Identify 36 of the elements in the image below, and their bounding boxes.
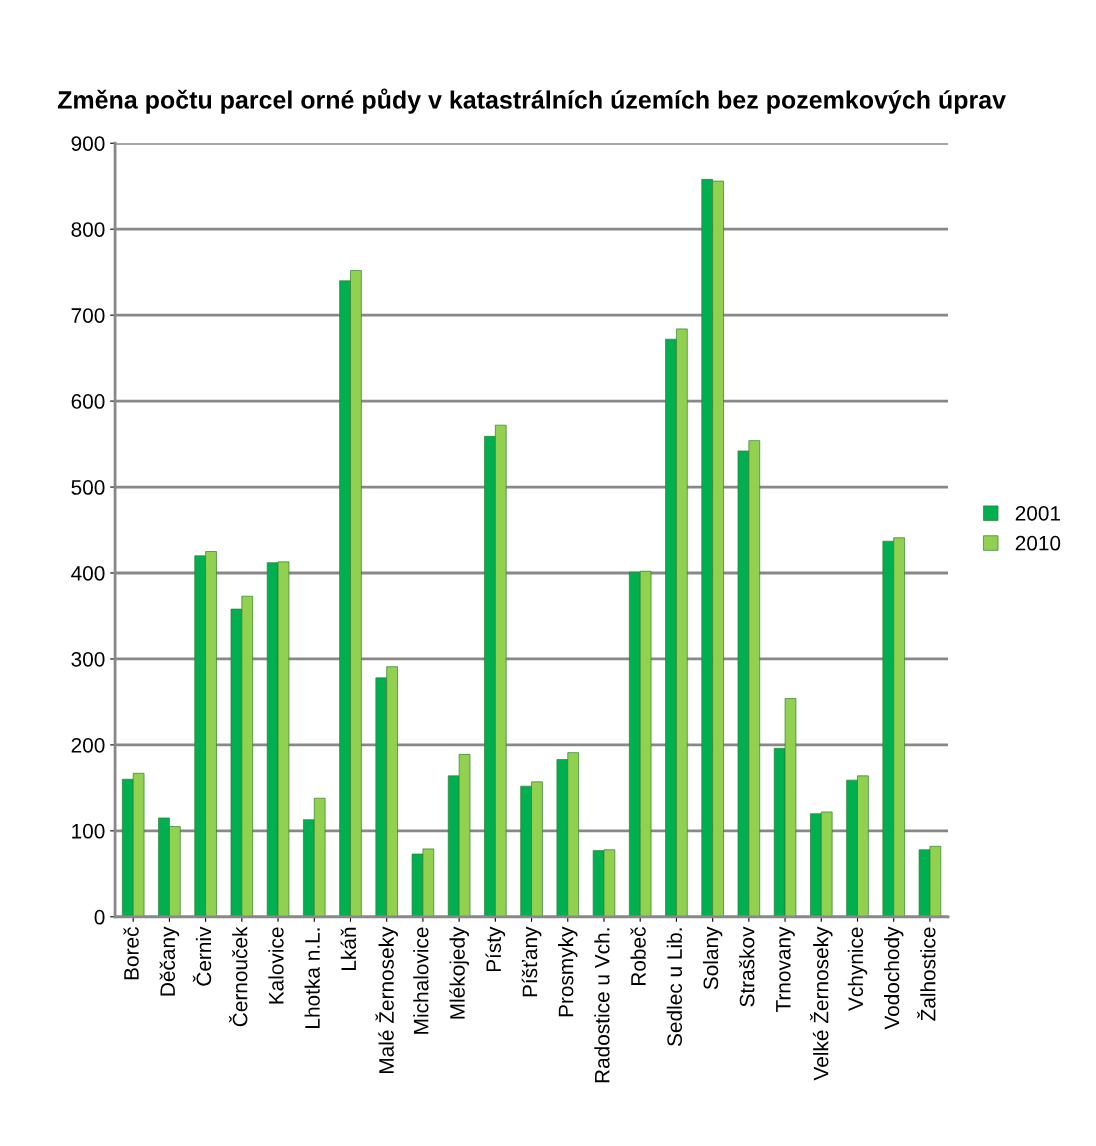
chart-title: Změna počtu parcel orné půdy v katastrálních územích bez pozemkových úprav [57, 88, 1006, 114]
x-tick-label: Velké Žernoseky [810, 926, 833, 1081]
y-tick-label: 0 [94, 909, 105, 925]
x-tick-label: Trnovany [776, 926, 795, 1013]
x-tick-label: Písty [485, 926, 506, 972]
y-tick-label: 400 [71, 566, 105, 581]
x-tick-label: Kalovice [268, 927, 284, 1004]
x-tick-label: Radostice u Vch. [594, 928, 610, 1083]
x-tick-label: Děčany [159, 926, 180, 996]
y-tick-label: 700 [71, 308, 105, 323]
y-tick-label: 800 [71, 222, 105, 237]
x-tick-label: Píšťany [521, 926, 542, 997]
x-tick-label: Straškov [739, 926, 755, 1007]
x-tick-label: Solany [702, 926, 723, 990]
y-tick-label: 200 [71, 737, 105, 753]
y-tick-label: 600 [71, 394, 105, 409]
x-tick-label: Lkáň [340, 927, 357, 970]
x-tick-label: Sedlec u Lib. [666, 928, 683, 1047]
x-tick-label: Černouček [229, 926, 248, 1027]
legend-label: 2010 [1015, 535, 1061, 551]
y-tick-label: 100 [72, 823, 105, 839]
x-tick-label: Žalhostice [917, 927, 936, 1021]
x-tick-label: Boreč [123, 927, 139, 980]
x-tick-label: Prosmyky [558, 926, 578, 1017]
x-tick-label: Robeč [630, 927, 646, 986]
y-tick-label: 300 [71, 651, 105, 667]
x-tick-label: Vchynice [847, 927, 868, 1011]
legend-label: 2001 [1015, 505, 1061, 521]
x-tick-label: Malé Žernoseky [375, 926, 398, 1074]
x-tick-label: Lhotka n.L. [304, 928, 320, 1028]
x-tick-label: Michalovice [413, 927, 429, 1034]
y-tick-label: 900 [71, 136, 105, 151]
x-tick-label: Černiv [192, 926, 212, 986]
x-tick-label: Mlékojedy [449, 926, 469, 1019]
y-tick-label: 500 [71, 480, 105, 495]
x-tick-label: Vodochody [884, 926, 904, 1030]
